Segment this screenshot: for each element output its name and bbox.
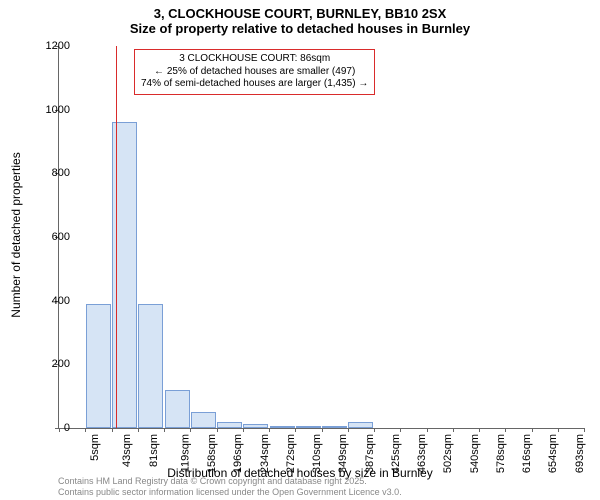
xtick-label: 654sqm	[547, 434, 559, 473]
xtick-label: 196sqm	[232, 434, 244, 473]
xtick-label: 502sqm	[442, 434, 454, 473]
footer-line-2: Contains public sector information licen…	[58, 487, 402, 498]
footer-attribution: Contains HM Land Registry data © Crown c…	[58, 476, 402, 498]
annotation-line1: 3 CLOCKHOUSE COURT: 86sqm	[141, 53, 368, 66]
xtick-label: 158sqm	[206, 434, 218, 473]
histogram-bar	[322, 426, 347, 428]
xtick-mark	[584, 428, 585, 432]
histogram-bar	[191, 412, 216, 428]
histogram-bar	[270, 426, 295, 428]
xtick-mark	[374, 428, 375, 432]
y-axis-label: Number of detached properties	[9, 152, 23, 317]
xtick-label: 310sqm	[311, 434, 323, 473]
xtick-label: 119sqm	[179, 434, 191, 472]
xtick-label: 5sqm	[89, 434, 101, 461]
ytick-label: 0	[30, 422, 70, 434]
chart-title-2: Size of property relative to detached ho…	[0, 21, 600, 36]
annotation-box: 3 CLOCKHOUSE COURT: 86sqm← 25% of detach…	[134, 49, 375, 95]
histogram-bar	[348, 422, 373, 428]
xtick-mark	[532, 428, 533, 432]
xtick-mark	[427, 428, 428, 432]
xtick-mark	[322, 428, 323, 432]
xtick-mark	[85, 428, 86, 432]
ytick-label: 800	[30, 167, 70, 179]
histogram-bar	[86, 304, 111, 428]
xtick-mark	[243, 428, 244, 432]
xtick-mark	[453, 428, 454, 432]
xtick-mark	[164, 428, 165, 432]
annotation-line3: 74% of semi-detached houses are larger (…	[141, 78, 368, 91]
histogram-bar	[243, 424, 268, 428]
xtick-mark	[505, 428, 506, 432]
xtick-label: 43sqm	[121, 434, 133, 467]
xtick-mark	[295, 428, 296, 432]
xtick-label: 272sqm	[285, 434, 297, 473]
xtick-label: 81sqm	[148, 434, 160, 467]
xtick-mark	[190, 428, 191, 432]
xtick-label: 616sqm	[521, 434, 533, 473]
xtick-label: 463sqm	[416, 434, 428, 473]
ytick-label: 1000	[30, 104, 70, 116]
highlight-line	[116, 46, 117, 428]
annotation-line2: ← 25% of detached houses are smaller (49…	[141, 66, 368, 79]
xtick-mark	[348, 428, 349, 432]
xtick-mark	[112, 428, 113, 432]
chart-container: 3, CLOCKHOUSE COURT, BURNLEY, BB10 2SX S…	[0, 0, 600, 500]
ytick-label: 400	[30, 295, 70, 307]
xtick-mark	[138, 428, 139, 432]
xtick-label: 425sqm	[390, 434, 402, 473]
ytick-label: 600	[30, 231, 70, 243]
xtick-mark	[479, 428, 480, 432]
xtick-label: 387sqm	[364, 434, 376, 473]
histogram-bar	[165, 390, 190, 428]
plot-area: 3 CLOCKHOUSE COURT: 86sqm← 25% of detach…	[58, 46, 584, 429]
xtick-label: 578sqm	[495, 434, 507, 473]
xtick-label: 693sqm	[574, 434, 586, 473]
xtick-label: 540sqm	[469, 434, 481, 473]
histogram-bar	[296, 426, 321, 428]
histogram-bar	[138, 304, 163, 428]
ytick-label: 1200	[30, 40, 70, 52]
ytick-label: 200	[30, 358, 70, 370]
xtick-mark	[217, 428, 218, 432]
chart-title-1: 3, CLOCKHOUSE COURT, BURNLEY, BB10 2SX	[0, 0, 600, 21]
footer-line-1: Contains HM Land Registry data © Crown c…	[58, 476, 402, 487]
xtick-mark	[558, 428, 559, 432]
histogram-bar	[217, 422, 242, 428]
xtick-mark	[269, 428, 270, 432]
xtick-mark	[400, 428, 401, 432]
xtick-label: 234sqm	[259, 434, 271, 473]
xtick-label: 349sqm	[337, 434, 349, 473]
